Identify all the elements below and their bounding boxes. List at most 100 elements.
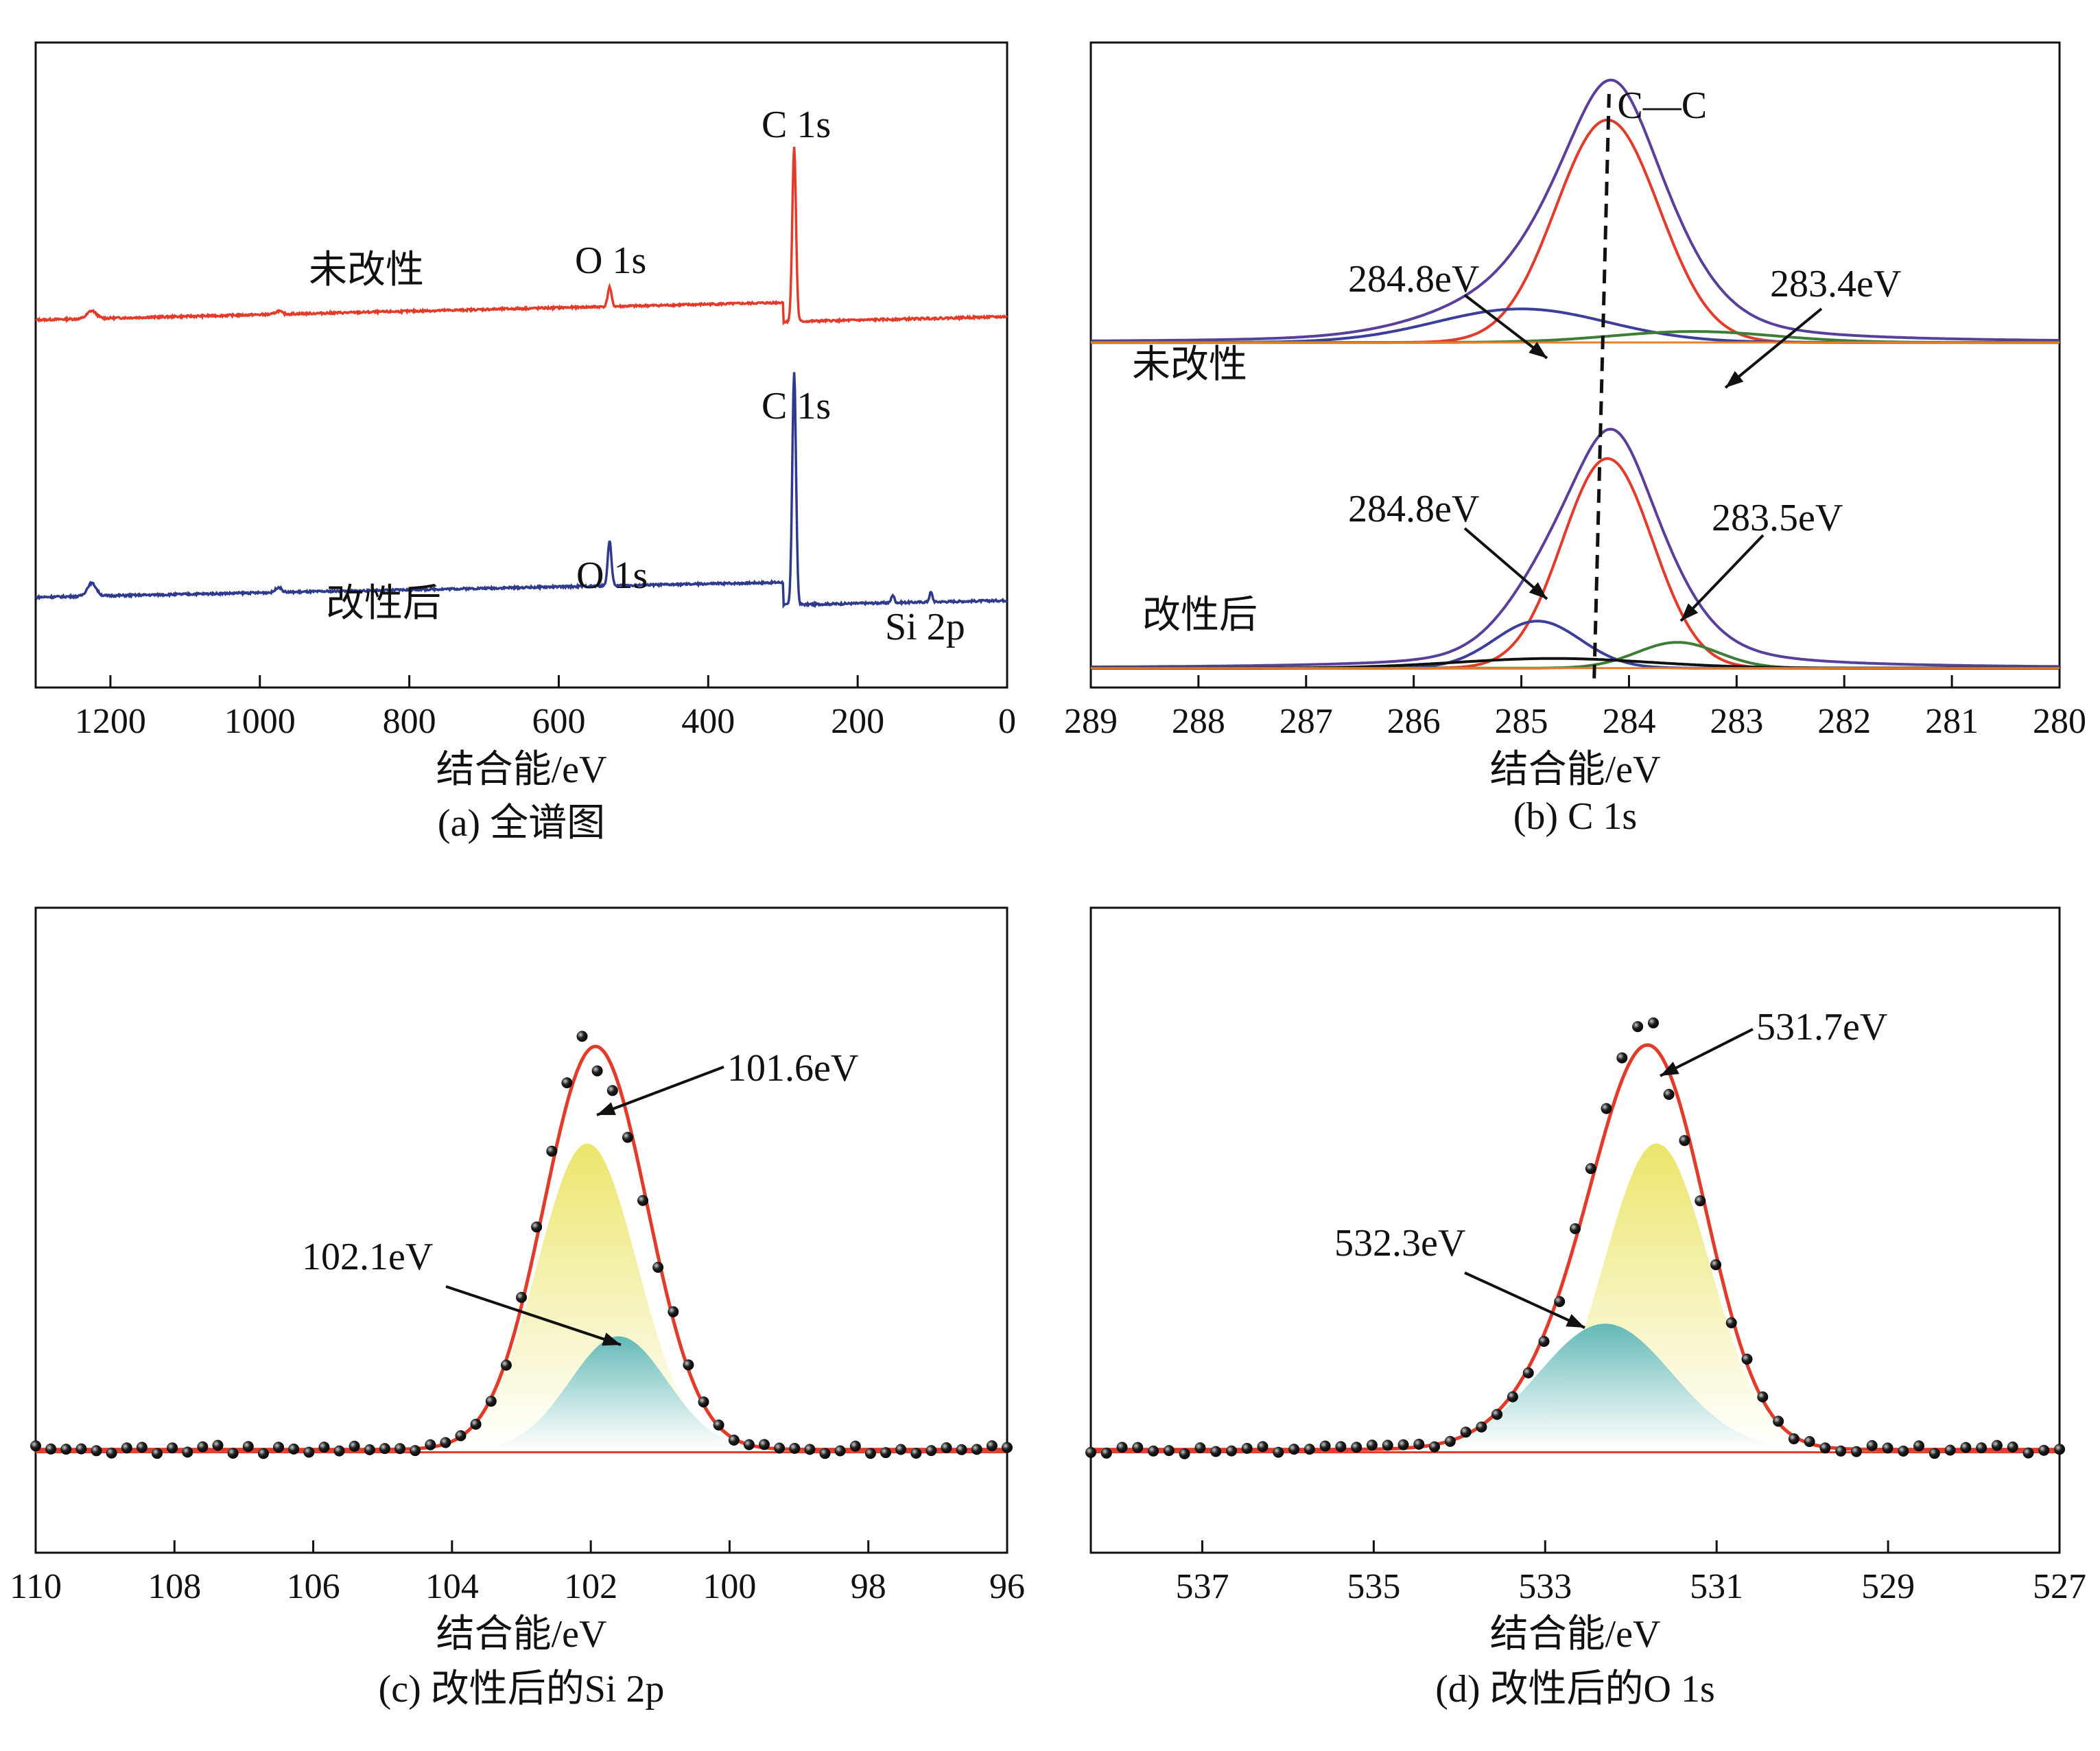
panel-b-group-label-modified: 改性后 bbox=[1142, 594, 1258, 637]
x-tick-label: 108 bbox=[148, 1567, 201, 1606]
data-point bbox=[2022, 1447, 2034, 1459]
data-point bbox=[45, 1443, 57, 1455]
panel-d-component-fills bbox=[1091, 1143, 2060, 1450]
data-point bbox=[106, 1447, 117, 1459]
data-point bbox=[1960, 1442, 1972, 1453]
panel-b-c1s-spectrum: 289 288 287 286 285 284 283 282 281 280 C—C 284.8… bbox=[1064, 41, 2086, 838]
data-point bbox=[1773, 1415, 1784, 1427]
data-point bbox=[591, 1065, 603, 1077]
arrow-532.3eV-head bbox=[1566, 1314, 1585, 1328]
panel-a-si2p-label: Si 2p bbox=[885, 606, 965, 648]
panel-d-data-points bbox=[1085, 1017, 2065, 1459]
component-fill-102.1eV bbox=[36, 1143, 1007, 1450]
panel-d-x-axis-title: 结合能/eV bbox=[1490, 1613, 1661, 1656]
data-point bbox=[622, 1131, 633, 1143]
data-point bbox=[1194, 1442, 1206, 1454]
data-point bbox=[1257, 1441, 1269, 1453]
data-point bbox=[1116, 1442, 1128, 1453]
data-point bbox=[1647, 1017, 1659, 1029]
data-point bbox=[819, 1448, 831, 1459]
panel-d-o1s-spectrum: 537 535 533 531 529 527 531.7eV 532.3eV 结合能/e… bbox=[1085, 906, 2086, 1711]
data-point bbox=[804, 1444, 816, 1455]
panel-a-o1s-label-top: O 1s bbox=[575, 239, 646, 282]
panel-c-si2p-spectrum: 110 108 106 104 102 100 98 96 101.6eV 102.1eV 结… bbox=[10, 906, 1025, 1711]
data-point bbox=[864, 1448, 876, 1459]
data-point bbox=[1085, 1446, 1096, 1458]
x-tick-label: 106 bbox=[287, 1567, 340, 1606]
data-point bbox=[1804, 1436, 1815, 1447]
x-tick-label: 285 bbox=[1495, 702, 1548, 741]
data-point bbox=[956, 1444, 967, 1455]
x-tick-label: 537 bbox=[1175, 1567, 1229, 1606]
panel-a-plot-frame bbox=[34, 41, 1008, 689]
data-point bbox=[242, 1441, 254, 1453]
data-point bbox=[728, 1434, 740, 1446]
data-point bbox=[895, 1444, 907, 1455]
panel-d-caption: (d) 改性后的O 1s bbox=[1435, 1668, 1715, 1711]
data-point bbox=[1913, 1440, 1924, 1452]
panel-c-x-ticks: 110 108 106 104 102 100 98 96 bbox=[10, 1540, 1025, 1606]
data-point bbox=[880, 1447, 891, 1459]
data-point bbox=[1538, 1336, 1550, 1347]
data-point bbox=[455, 1430, 467, 1442]
data-point bbox=[546, 1145, 558, 1157]
x-tick-label: 288 bbox=[1172, 702, 1225, 741]
panel-d-peak-label-531.7: 531.7eV bbox=[1756, 1006, 1887, 1048]
x-tick-label: 100 bbox=[703, 1567, 756, 1606]
data-point bbox=[1741, 1353, 1753, 1365]
panel-c-peak-label-101.6: 101.6eV bbox=[727, 1047, 858, 1090]
data-point bbox=[637, 1195, 648, 1206]
panel-c-x-axis-title: 结合能/eV bbox=[436, 1613, 607, 1656]
data-point bbox=[1663, 1089, 1675, 1100]
panel-a-x-axis-title: 结合能/eV bbox=[436, 749, 607, 791]
data-point bbox=[834, 1445, 846, 1457]
x-tick-label: 0 bbox=[998, 702, 1016, 741]
data-point bbox=[1319, 1440, 1331, 1452]
data-point bbox=[1976, 1442, 1987, 1454]
c1s-component-sum-modified bbox=[1091, 427, 2060, 668]
data-point bbox=[60, 1444, 72, 1455]
arrow-531.7eV-head bbox=[1660, 1061, 1679, 1076]
data-point bbox=[410, 1445, 421, 1457]
panel-d-x-ticks: 537 535 533 531 529 527 bbox=[1175, 1540, 2086, 1606]
data-point bbox=[1179, 1448, 1190, 1459]
data-point bbox=[197, 1441, 209, 1453]
data-point bbox=[379, 1443, 390, 1455]
data-point bbox=[1444, 1435, 1456, 1447]
data-point bbox=[425, 1439, 436, 1450]
x-tick-label: 283 bbox=[1710, 702, 1763, 741]
data-point bbox=[75, 1443, 87, 1455]
panel-b-cc-label: C—C bbox=[1617, 84, 1707, 127]
arrow-283.4-unmodified-head bbox=[1725, 371, 1744, 388]
panel-c-plot-frame bbox=[34, 906, 1008, 1554]
data-point bbox=[1850, 1446, 1862, 1457]
arrow-532.3eV bbox=[1464, 1271, 1585, 1329]
data-point bbox=[1163, 1445, 1175, 1457]
data-point bbox=[849, 1440, 861, 1452]
x-tick-label: 98 bbox=[851, 1567, 886, 1606]
data-point bbox=[440, 1437, 451, 1448]
data-point bbox=[606, 1085, 618, 1096]
data-point bbox=[1491, 1409, 1503, 1420]
x-tick-label: 104 bbox=[425, 1567, 479, 1606]
data-point bbox=[349, 1440, 360, 1452]
x-tick-label: 96 bbox=[989, 1567, 1025, 1606]
panel-d-annotation-arrows bbox=[1464, 1028, 1754, 1329]
panel-a-x-ticks: 1200 1000 800 600 400 200 0 bbox=[75, 675, 1016, 741]
data-point bbox=[1882, 1442, 1893, 1454]
data-point bbox=[1273, 1446, 1284, 1458]
data-point bbox=[1413, 1438, 1425, 1450]
panel-a-series-label-unmodified: 未改性 bbox=[309, 249, 424, 292]
data-point bbox=[1397, 1439, 1409, 1450]
c1s-component-CC-unmodified bbox=[1091, 118, 2060, 344]
panel-b-bottom-left-peak-label: 284.8eV bbox=[1348, 488, 1479, 530]
data-point bbox=[561, 1077, 573, 1089]
data-point bbox=[121, 1442, 132, 1454]
data-point bbox=[167, 1442, 178, 1454]
panel-b-x-axis-title: 结合能/eV bbox=[1490, 749, 1661, 791]
data-point bbox=[1226, 1445, 1237, 1457]
data-point bbox=[1429, 1441, 1440, 1453]
data-point bbox=[1507, 1391, 1518, 1402]
x-tick-label: 102 bbox=[564, 1567, 617, 1606]
